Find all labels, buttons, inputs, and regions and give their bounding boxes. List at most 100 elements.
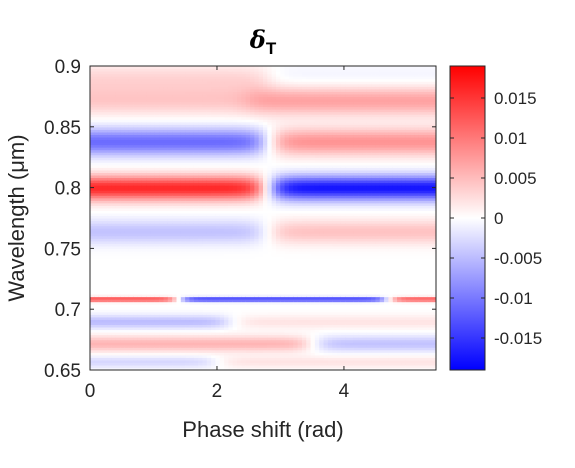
heatmap-cell xyxy=(237,195,242,199)
heatmap-cell xyxy=(111,271,117,275)
heatmap-cell xyxy=(219,362,225,366)
heatmap-cell xyxy=(198,324,204,328)
heatmap-cell xyxy=(146,167,152,171)
heatmap-cell xyxy=(219,126,225,130)
heatmap-cell xyxy=(241,332,247,336)
heatmap-cell xyxy=(111,159,117,163)
heatmap-cell xyxy=(90,111,95,115)
heatmap-cell xyxy=(215,339,221,343)
heatmap-cell xyxy=(172,147,178,151)
heatmap-cell xyxy=(163,131,169,135)
heatmap-cell xyxy=(133,266,139,270)
heatmap-cell xyxy=(167,78,173,82)
heatmap-cell xyxy=(241,233,247,237)
heatmap-cell xyxy=(167,177,173,181)
heatmap-cell xyxy=(90,200,95,204)
heatmap-cell xyxy=(176,258,182,262)
heatmap-cell xyxy=(115,180,121,184)
heatmap-cell xyxy=(141,111,147,115)
heatmap-cell xyxy=(167,187,173,191)
heatmap-cell xyxy=(124,301,130,305)
heatmap-cell xyxy=(180,347,186,351)
heatmap-cell xyxy=(141,139,147,143)
heatmap-cell xyxy=(137,169,143,173)
heatmap-cell xyxy=(133,253,139,257)
heatmap-cell xyxy=(172,273,178,277)
heatmap-cell xyxy=(120,212,126,217)
heatmap-cell xyxy=(111,339,117,343)
heatmap-cell xyxy=(111,210,117,214)
heatmap-cell xyxy=(219,324,225,328)
heatmap-cell xyxy=(154,240,160,244)
heatmap-cell xyxy=(146,344,152,348)
heatmap-cell xyxy=(120,278,126,282)
heatmap-cell xyxy=(137,91,143,95)
heatmap-cell xyxy=(172,362,178,366)
heatmap-cell xyxy=(141,205,147,209)
heatmap-cell xyxy=(137,344,143,348)
heatmap-cell xyxy=(150,253,156,257)
heatmap-cell xyxy=(94,202,100,206)
heatmap-cell xyxy=(232,164,238,168)
heatmap-cell xyxy=(224,220,229,224)
heatmap-cell xyxy=(159,286,165,290)
heatmap-cell xyxy=(102,220,108,224)
heatmap-cell xyxy=(163,359,169,363)
heatmap-cell xyxy=(185,114,191,118)
heatmap-cell xyxy=(111,321,117,325)
heatmap-cell xyxy=(98,109,104,113)
heatmap-cell xyxy=(133,367,139,370)
heatmap-cell xyxy=(206,258,212,262)
heatmap-cell xyxy=(189,136,195,141)
heatmap-cell xyxy=(111,177,117,181)
heatmap-cell xyxy=(189,261,195,265)
heatmap-cell xyxy=(206,362,212,366)
heatmap-cell xyxy=(154,248,160,252)
heatmap-cell xyxy=(198,111,204,115)
heatmap-cell xyxy=(185,197,191,201)
heatmap-cell xyxy=(167,111,173,115)
heatmap-cell xyxy=(163,367,169,370)
heatmap-cell xyxy=(241,93,247,97)
heatmap-cell xyxy=(163,288,169,293)
heatmap-cell xyxy=(124,114,130,118)
heatmap-cell xyxy=(215,91,221,95)
heatmap-cell xyxy=(94,88,100,92)
heatmap-cell xyxy=(120,73,126,77)
heatmap-cell xyxy=(124,359,130,363)
heatmap-cell xyxy=(102,147,108,151)
heatmap-cell xyxy=(176,172,182,176)
heatmap-cell xyxy=(224,256,229,260)
heatmap-cell xyxy=(172,157,178,161)
heatmap-cell xyxy=(189,339,195,343)
heatmap-cell xyxy=(124,162,130,166)
heatmap-cell xyxy=(185,354,191,358)
heatmap-cell xyxy=(198,243,204,247)
heatmap-cell xyxy=(206,182,212,186)
heatmap-cell xyxy=(224,131,229,135)
heatmap-cell xyxy=(141,248,147,252)
heatmap-cell xyxy=(189,271,195,275)
heatmap-cell xyxy=(90,210,95,214)
heatmap-cell xyxy=(150,364,156,369)
heatmap-cell xyxy=(193,337,199,341)
heatmap-cell xyxy=(202,192,208,196)
heatmap-cell xyxy=(98,207,104,211)
heatmap-cell xyxy=(150,121,156,125)
heatmap-cell xyxy=(241,250,247,255)
heatmap-cell xyxy=(124,207,130,211)
heatmap-cell xyxy=(120,321,126,325)
heatmap-cell xyxy=(128,96,134,100)
heatmap-cell xyxy=(154,357,160,361)
heatmap-cell xyxy=(154,73,160,77)
heatmap-cell xyxy=(98,154,104,158)
heatmap-cell xyxy=(224,207,229,211)
heatmap-cell xyxy=(180,200,186,204)
heatmap-cell xyxy=(102,228,108,232)
heatmap-cell xyxy=(146,238,152,242)
heatmap-cell xyxy=(198,164,204,168)
heatmap-cell xyxy=(176,367,182,370)
heatmap-cell xyxy=(115,299,121,303)
heatmap-cell xyxy=(176,359,182,363)
heatmap-cell xyxy=(154,169,160,173)
